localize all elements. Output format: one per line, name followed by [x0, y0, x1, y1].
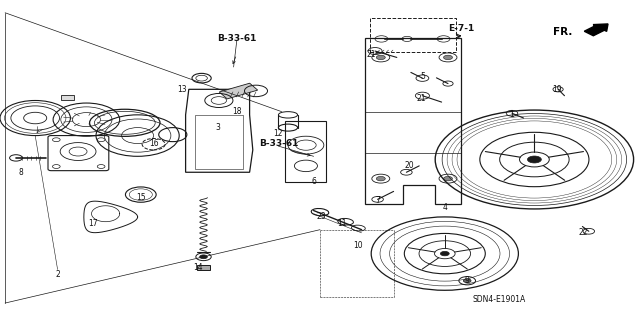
Circle shape [440, 251, 449, 256]
Text: 15: 15 [136, 193, 146, 202]
Circle shape [200, 255, 207, 259]
Bar [197, 265, 210, 270]
Text: 18: 18 [232, 107, 241, 116]
Text: B-33-61: B-33-61 [217, 34, 257, 43]
Circle shape [376, 176, 385, 181]
Text: 10: 10 [353, 241, 364, 250]
Text: 4: 4 [442, 203, 447, 212]
Text: 14: 14 [193, 263, 204, 272]
Text: 22: 22 [579, 228, 588, 237]
Text: 20: 20 [404, 161, 415, 170]
Text: 11: 11 [338, 219, 347, 228]
Text: 2: 2 [55, 270, 60, 279]
Text: 21: 21 [417, 94, 426, 103]
FancyArrow shape [584, 24, 608, 36]
Text: 21: 21 [367, 50, 376, 59]
Circle shape [463, 279, 471, 283]
Bar [219, 83, 258, 99]
Text: 23: 23 [316, 212, 326, 221]
Text: 16: 16 [148, 139, 159, 148]
Text: 19: 19 [552, 85, 562, 94]
Text: 6: 6 [311, 177, 316, 186]
Text: B-33-61: B-33-61 [259, 139, 298, 148]
Text: 1: 1 [509, 110, 515, 119]
Text: 8: 8 [18, 168, 23, 177]
Circle shape [444, 55, 452, 60]
Text: 13: 13 [177, 85, 188, 94]
Text: 9: 9 [465, 276, 470, 285]
Bar [370, 18, 456, 52]
Text: 17: 17 [88, 219, 98, 228]
Circle shape [444, 176, 452, 181]
Bar [61, 95, 74, 100]
Text: 3: 3 [215, 123, 220, 132]
Circle shape [527, 156, 541, 163]
Circle shape [376, 55, 385, 60]
Text: FR.: FR. [554, 27, 573, 37]
Text: 5: 5 [420, 72, 425, 81]
Text: 7: 7 [375, 197, 380, 205]
Text: E-7-1: E-7-1 [447, 24, 474, 33]
Text: 12: 12 [274, 130, 283, 138]
Text: SDN4-E1901A: SDN4-E1901A [472, 295, 526, 304]
